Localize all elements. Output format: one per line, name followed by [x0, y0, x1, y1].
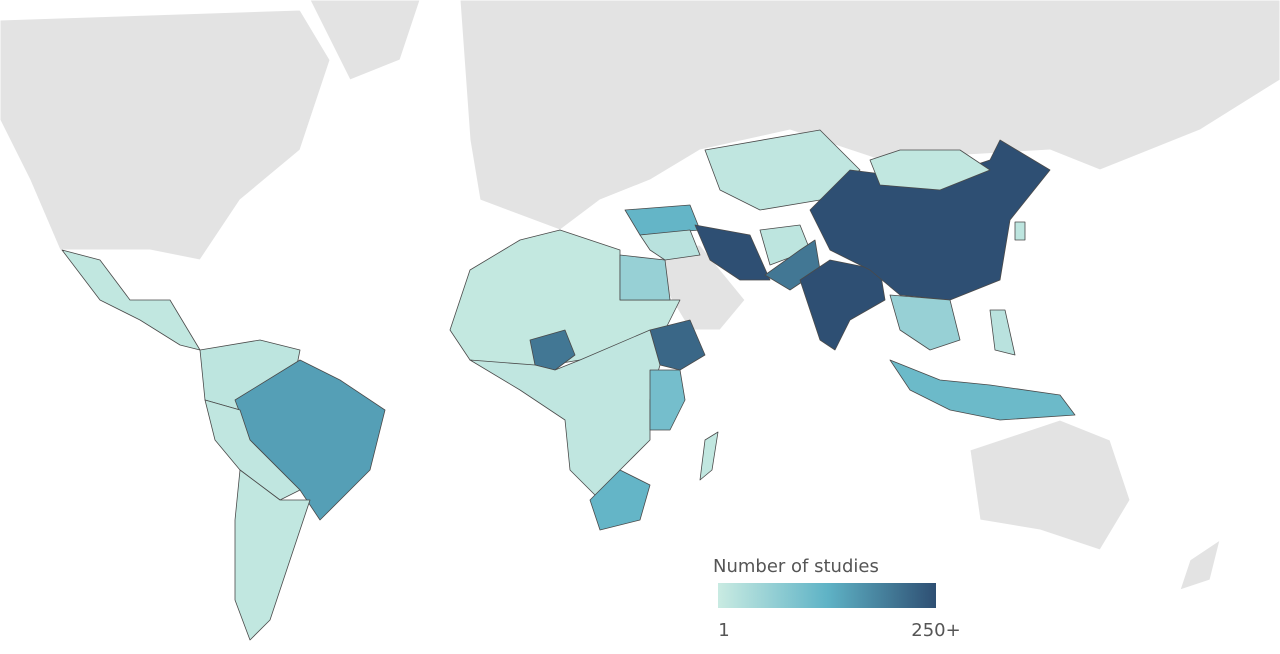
eurasia-north — [459, 0, 1280, 231]
country — [234, 469, 311, 641]
country — [694, 224, 771, 281]
country — [649, 369, 686, 431]
country — [869, 149, 991, 191]
background-land — [0, 0, 1280, 591]
country — [204, 399, 301, 501]
country — [699, 431, 719, 481]
country — [889, 359, 1076, 421]
north-america — [0, 9, 331, 261]
country — [639, 229, 701, 261]
country — [799, 259, 886, 351]
country — [889, 294, 961, 351]
greenland — [309, 0, 421, 81]
legend-title: Number of studies — [713, 556, 879, 577]
country — [619, 254, 671, 301]
countries — [61, 129, 1076, 641]
legend: Number of studies 1 250+ — [713, 556, 961, 641]
legend-tick-label: 1 — [718, 620, 729, 641]
country — [1014, 221, 1026, 241]
legend-tick-label: 250+ — [911, 620, 960, 641]
new-zealand — [1179, 538, 1221, 591]
legend-gradient — [718, 583, 936, 608]
country — [529, 329, 576, 371]
country — [61, 249, 201, 351]
country — [589, 469, 651, 531]
country — [989, 309, 1016, 356]
australia — [969, 419, 1131, 551]
